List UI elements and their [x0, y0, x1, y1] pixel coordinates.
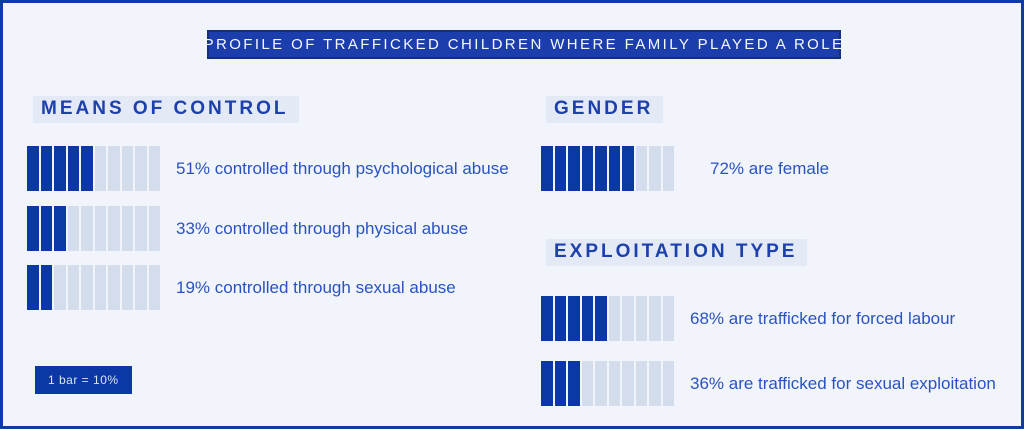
- bar-empty: [662, 361, 674, 406]
- bar-row-sexual-abuse: 19% controlled through sexual abuse: [27, 265, 456, 310]
- bar-empty: [622, 361, 634, 406]
- bar-filled: [67, 146, 79, 191]
- bar-empty: [94, 265, 106, 310]
- bar-filled: [581, 146, 593, 191]
- bar-empty: [135, 146, 147, 191]
- bar-empty: [108, 206, 120, 251]
- bar-filled: [568, 361, 580, 406]
- bar-empty: [635, 146, 647, 191]
- bar-strip: [27, 146, 160, 191]
- bar-empty: [121, 265, 133, 310]
- bar-empty: [108, 265, 120, 310]
- bar-empty: [581, 361, 593, 406]
- bar-filled: [40, 146, 52, 191]
- bar-filled: [581, 296, 593, 341]
- bar-strip: [541, 361, 674, 406]
- bar-filled: [568, 296, 580, 341]
- bar-row-female: 72% are female: [541, 146, 829, 191]
- bar-filled: [27, 206, 39, 251]
- title-banner: PROFILE OF TRAFFICKED CHILDREN WHERE FAM…: [204, 30, 842, 59]
- bar-row-label: 36% are trafficked for sexual exploitati…: [690, 373, 996, 393]
- bar-empty: [148, 146, 160, 191]
- bar-empty: [608, 361, 620, 406]
- bar-filled: [27, 146, 39, 191]
- bar-filled: [40, 265, 52, 310]
- bar-empty: [81, 265, 93, 310]
- bar-empty: [649, 361, 661, 406]
- bar-row-forced-labour: 68% are trafficked for forced labour: [541, 296, 955, 341]
- bar-empty: [635, 296, 647, 341]
- bar-filled: [541, 361, 553, 406]
- bar-empty: [108, 146, 120, 191]
- bar-empty: [94, 146, 106, 191]
- bar-row-label: 19% controlled through sexual abuse: [176, 277, 456, 297]
- bar-empty: [67, 265, 79, 310]
- bar-row-physical-abuse: 33% controlled through physical abuse: [27, 206, 468, 251]
- bar-empty: [649, 146, 661, 191]
- bar-row-label: 51% controlled through psychological abu…: [176, 158, 509, 178]
- bar-filled: [568, 146, 580, 191]
- bar-filled: [554, 296, 566, 341]
- bar-empty: [649, 296, 661, 341]
- bar-empty: [148, 206, 160, 251]
- bar-empty: [67, 206, 79, 251]
- bar-empty: [121, 206, 133, 251]
- bar-empty: [662, 146, 674, 191]
- bar-filled: [541, 146, 553, 191]
- section-heading-exploitation-type: EXPLOITATION TYPE: [546, 239, 808, 266]
- bar-row-label: 68% are trafficked for forced labour: [690, 308, 956, 328]
- bar-filled: [595, 146, 607, 191]
- bar-filled: [54, 206, 66, 251]
- bar-empty: [595, 361, 607, 406]
- bar-strip: [541, 296, 674, 341]
- bar-row-label: 72% are female: [710, 158, 830, 178]
- legend-note: 1 bar = 10%: [35, 366, 132, 394]
- bar-row-sexual-exploitation: 36% are trafficked for sexual exploitati…: [541, 361, 996, 406]
- bar-strip: [27, 265, 160, 310]
- bar-empty: [635, 361, 647, 406]
- bar-empty: [608, 296, 620, 341]
- bar-filled: [40, 206, 52, 251]
- bar-empty: [662, 296, 674, 341]
- bar-strip: [541, 146, 674, 191]
- bar-filled: [54, 146, 66, 191]
- bar-strip: [27, 206, 160, 251]
- bar-empty: [121, 146, 133, 191]
- bar-filled: [27, 265, 39, 310]
- bar-filled: [622, 146, 634, 191]
- bar-filled: [554, 146, 566, 191]
- bar-filled: [541, 296, 553, 341]
- bar-row-label: 33% controlled through physical abuse: [176, 218, 469, 238]
- bar-empty: [135, 206, 147, 251]
- bar-empty: [622, 296, 634, 341]
- bar-row-psychological-abuse: 51% controlled through psychological abu…: [27, 146, 509, 191]
- bar-empty: [94, 206, 106, 251]
- bar-empty: [135, 265, 147, 310]
- bar-filled: [595, 296, 607, 341]
- bar-empty: [148, 265, 160, 310]
- bar-empty: [54, 265, 66, 310]
- section-heading-gender: GENDER: [546, 96, 664, 123]
- bar-filled: [608, 146, 620, 191]
- bar-filled: [554, 361, 566, 406]
- section-heading-means-of-control: MEANS OF CONTROL: [33, 96, 299, 123]
- bar-filled: [81, 146, 93, 191]
- bar-empty: [81, 206, 93, 251]
